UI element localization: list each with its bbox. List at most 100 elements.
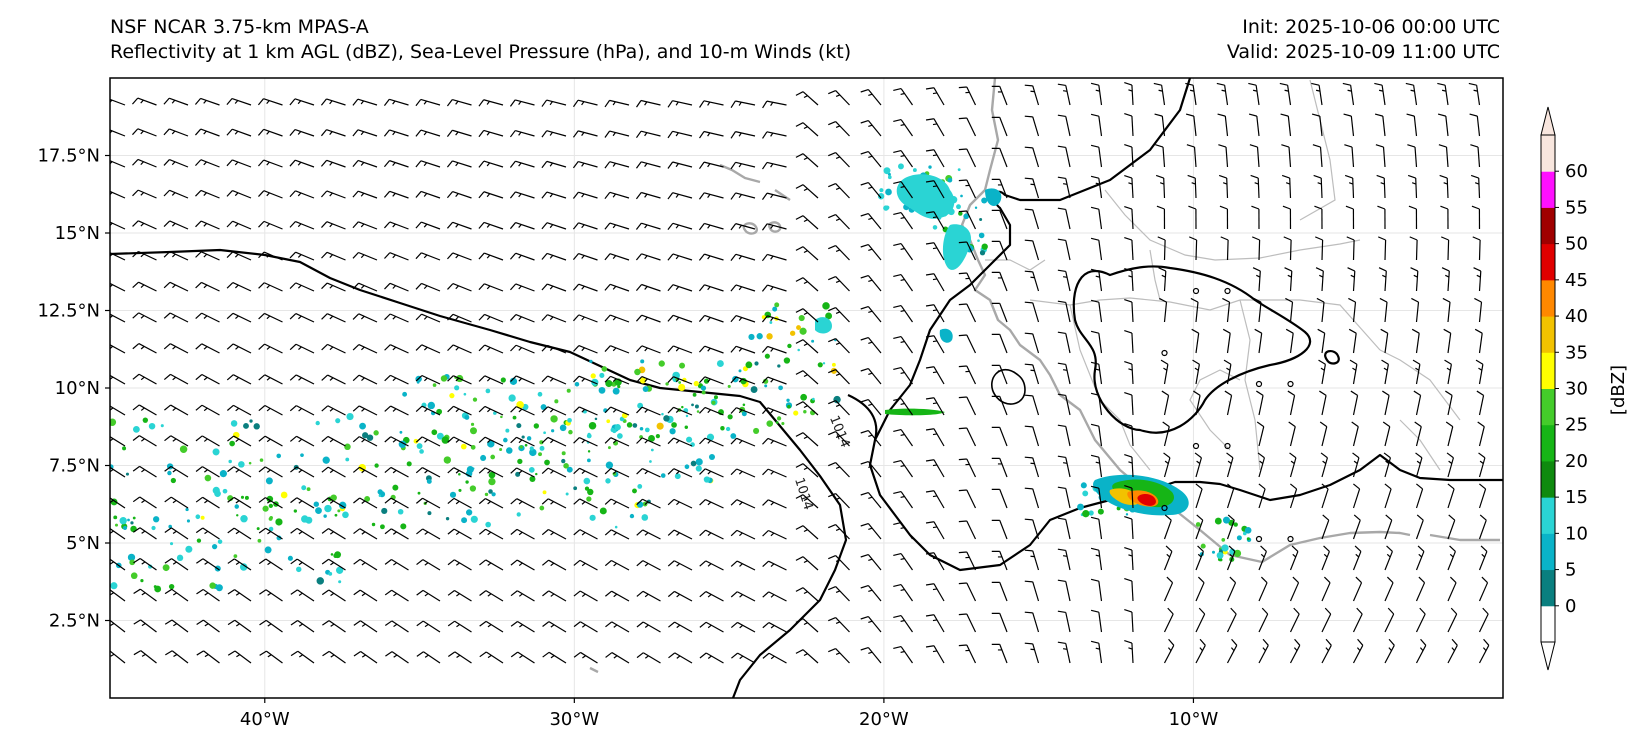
- wind-barb: [1090, 361, 1103, 385]
- wind-barb: [290, 620, 315, 633]
- wind-barb: [290, 466, 315, 478]
- wind-barb: [289, 159, 315, 168]
- wind-barb: [290, 650, 315, 664]
- reflectivity-echo: [703, 476, 711, 483]
- wind-barb: [1248, 113, 1260, 137]
- reflectivity-echo: [524, 443, 528, 447]
- wind-barb: [795, 91, 819, 106]
- reflectivity-echo: [694, 404, 699, 409]
- wind-barb: [1441, 236, 1450, 261]
- wind-barb: [1219, 205, 1229, 230]
- wind-barb: [958, 334, 977, 354]
- wind-barb: [352, 98, 378, 106]
- reflectivity-echo: [695, 465, 702, 472]
- reflectivity-echo: [500, 415, 503, 419]
- wind-barb: [289, 435, 315, 447]
- reflectivity-echo: [132, 425, 140, 433]
- wind-barb: [893, 180, 913, 199]
- wind-barb: [1057, 455, 1071, 478]
- wind-barb: [1090, 423, 1103, 447]
- wind-barb: [195, 466, 220, 478]
- reflectivity-echo: [708, 454, 716, 461]
- wind-barb: [1447, 638, 1458, 664]
- reflectivity-echo: [244, 495, 249, 500]
- reflectivity-echo: [516, 423, 522, 429]
- reflectivity-echo: [142, 417, 149, 423]
- wind-barb: [699, 376, 724, 385]
- wind-barb: [1478, 452, 1486, 478]
- wind-barb: [227, 619, 252, 633]
- wind-barb: [1192, 359, 1200, 385]
- reflectivity-echo: [605, 461, 614, 469]
- wind-barb: [667, 222, 693, 231]
- wind-barb: [795, 649, 819, 664]
- wind-barb: [1057, 486, 1071, 509]
- wind-barb: [110, 558, 126, 571]
- wind-barb: [1186, 144, 1197, 168]
- reflectivity-echo: [650, 448, 654, 452]
- wind-barb: [893, 87, 913, 106]
- wind-barb: [1471, 205, 1481, 230]
- reflectivity-echo: [125, 472, 129, 476]
- wind-barb: [1284, 267, 1293, 292]
- colorbar-segment: [1541, 460, 1555, 498]
- wind-barb: [828, 493, 850, 509]
- reflectivity-echo: [1221, 544, 1229, 552]
- wind-barb: [1282, 205, 1292, 230]
- wind-barb: [795, 618, 819, 633]
- wind-barb: [604, 99, 630, 108]
- wind-barb: [1162, 421, 1170, 447]
- reflectivity-echo: [1088, 510, 1094, 516]
- wind-barb: [1321, 545, 1330, 571]
- wind-barb: [164, 404, 189, 416]
- wind-barb: [991, 612, 1008, 633]
- wind-barb: [636, 468, 661, 478]
- reflectivity-echo: [488, 471, 496, 479]
- wind-barb: [352, 159, 378, 168]
- wind-barb: [1195, 638, 1206, 664]
- reflectivity-echo: [778, 385, 783, 391]
- wind-barb: [1248, 82, 1260, 106]
- wind-barb: [1413, 390, 1422, 416]
- reflectivity-echo: [371, 522, 376, 527]
- wind-barb: [893, 366, 913, 385]
- isobar-closed-low: [1072, 265, 1312, 434]
- wind-barb: [958, 520, 977, 540]
- wind-barb: [478, 405, 504, 416]
- wind-barb: [635, 130, 661, 139]
- wind-barb: [1285, 328, 1294, 354]
- wind-barb: [479, 620, 504, 633]
- reflectivity-echo: [1233, 549, 1242, 558]
- wind-barb: [110, 405, 126, 416]
- reflectivity-echo: [639, 426, 644, 431]
- wind-barb: [290, 527, 315, 540]
- wind-barb: [1343, 113, 1355, 137]
- wind-barb: [1407, 174, 1418, 199]
- reflectivity-echo: [417, 491, 421, 495]
- wind-barb: [258, 251, 283, 261]
- wind-barb: [447, 620, 472, 633]
- wind-barb: [384, 313, 409, 323]
- wind-barb: [636, 560, 661, 571]
- wind-barb: [699, 652, 724, 664]
- reflectivity-echo: [469, 427, 477, 435]
- wind-barb: [226, 220, 252, 230]
- wind-barb: [860, 367, 882, 385]
- wind-barb: [289, 374, 315, 385]
- lat-tick-label: 17.5°N: [37, 146, 100, 167]
- wind-barb: [1090, 454, 1103, 478]
- reflectivity-echo: [268, 526, 274, 532]
- wind-barb: [893, 397, 913, 416]
- wind-barb: [258, 497, 283, 509]
- wind-barb: [478, 528, 504, 540]
- wind-barb: [1289, 638, 1301, 664]
- wind-barb: [667, 314, 693, 323]
- reflectivity-echo: [634, 368, 641, 376]
- wind-barb: [509, 160, 535, 168]
- wind-barb: [925, 211, 945, 230]
- reflectivity-echo: [249, 419, 253, 423]
- wind-barb: [1157, 236, 1166, 261]
- reflectivity-echo: [720, 425, 725, 431]
- wind-barb: [321, 282, 346, 292]
- reflectivity-echo: [590, 373, 596, 379]
